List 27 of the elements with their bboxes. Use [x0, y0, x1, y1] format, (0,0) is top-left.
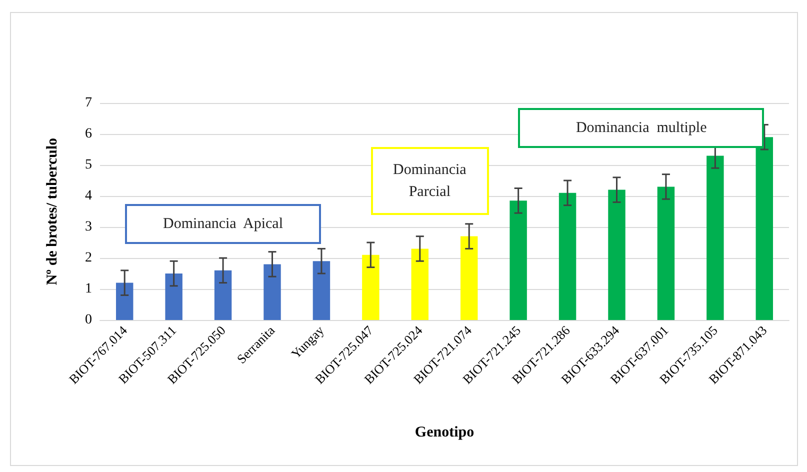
text-box: Dominancia multiple	[518, 108, 764, 148]
bar	[312, 261, 330, 320]
y-tick-label: 0	[85, 312, 92, 328]
bar	[657, 186, 675, 320]
y-axis-title: Nº de brotes/ tuberculo	[44, 138, 60, 286]
bar	[756, 137, 774, 320]
y-tick-label: 2	[85, 250, 92, 266]
bar	[558, 192, 576, 320]
y-tick-label: 6	[85, 126, 92, 142]
bar	[411, 248, 429, 320]
y-tick-label: 7	[85, 96, 92, 110]
bar	[165, 274, 182, 320]
y-tick-label: 4	[85, 188, 92, 204]
bar	[116, 282, 134, 320]
bar	[460, 236, 478, 320]
text-box: Dominancia Apical	[124, 204, 322, 244]
bar	[214, 270, 232, 320]
text-box: Dominancia Parcial	[370, 146, 489, 214]
y-tick-label: 1	[85, 282, 92, 296]
bar	[362, 254, 380, 320]
y-tick-label: 3	[85, 220, 92, 234]
x-axis-title: Genotipo	[414, 424, 474, 440]
y-tick-label: 5	[85, 158, 92, 172]
bar	[706, 156, 724, 320]
bar	[264, 264, 281, 320]
bar	[510, 200, 527, 320]
bar	[608, 190, 626, 320]
